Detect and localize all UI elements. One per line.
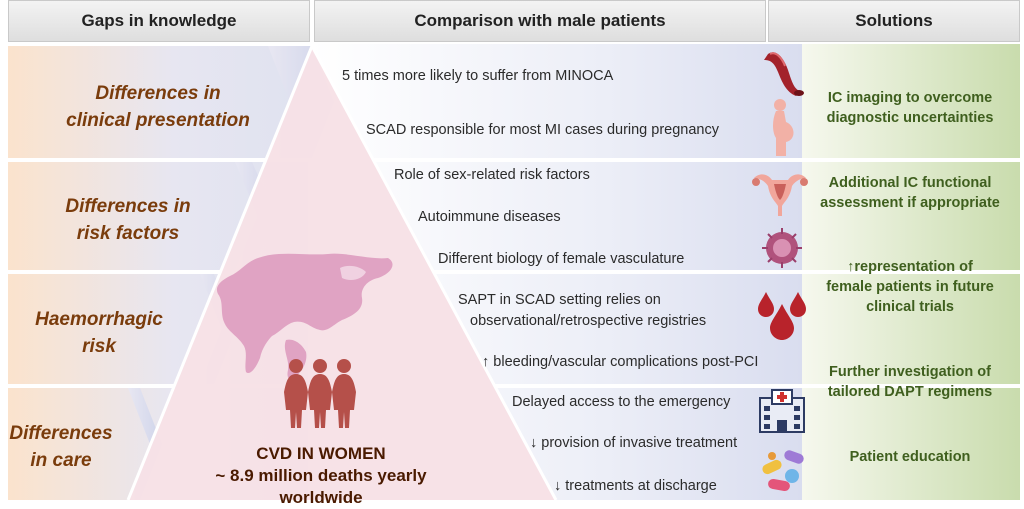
comparison-autoimmune: Autoimmune diseases xyxy=(418,209,561,225)
comparison-scad-pregnancy: SCAD responsible for most MI cases durin… xyxy=(366,122,719,138)
comparison-bleeding: ↑ bleeding/vascular complications post-P… xyxy=(482,354,759,370)
gap-2-line2: risk factors xyxy=(76,223,180,244)
gap-4-line2: in care xyxy=(30,450,92,471)
pregnant-woman-icon xyxy=(773,99,794,156)
women-group-icon xyxy=(284,359,356,428)
gap-label-haemorrhagic: Haemorrhagic risk xyxy=(14,306,184,360)
cvd-in-women-title: CVD IN WOMEN ~ 8.9 million deaths yearly… xyxy=(186,443,456,509)
header-gaps: Gaps in knowledge xyxy=(8,0,310,42)
solution-3-line2: female patients in future xyxy=(826,279,994,295)
solution-4-line1: Further investigation of xyxy=(829,364,991,380)
gap-3-line1: Haemorrhagic xyxy=(35,309,163,330)
blood-drops-icon xyxy=(758,292,806,340)
gap-1-line1: Differences in xyxy=(95,83,221,104)
gap-3-line2: risk xyxy=(82,336,116,357)
solution-5-line1: Patient education xyxy=(849,449,971,465)
solution-3-line1: ↑representation of xyxy=(847,259,973,275)
cell-icon xyxy=(762,228,802,268)
header-comparison: Comparison with male patients xyxy=(314,0,766,42)
solution-4-line2: tailored DAPT regimens xyxy=(827,384,993,400)
gap-label-care: Differences in care xyxy=(6,420,116,474)
solution-2-line1: Additional IC functional xyxy=(828,175,992,191)
solution-dapt: Further investigation of tailored DAPT r… xyxy=(808,362,1012,402)
comparison-invasive-treatment: ↓ provision of invasive treatment xyxy=(530,435,738,451)
hospital-icon xyxy=(759,389,805,433)
gap-1-line2: clinical presentation xyxy=(66,110,250,131)
solution-1-line2: diagnostic uncertainties xyxy=(826,110,994,126)
comparison-discharge: ↓ treatments at discharge xyxy=(554,478,717,494)
solution-patient-education: Patient education xyxy=(808,447,1012,467)
comparison-sapt-line1: SAPT in SCAD setting relies on xyxy=(458,292,661,308)
solution-2-line2: assessment if appropriate xyxy=(820,195,1000,211)
comparison-sex-risk-factors: Role of sex-related risk factors xyxy=(394,167,590,183)
comparison-sapt-line2: observational/retrospective registries xyxy=(470,313,707,329)
header-solutions: Solutions xyxy=(768,0,1020,42)
solution-1-line1: IC imaging to overcome xyxy=(827,90,993,106)
gap-2-line1: Differences in xyxy=(65,196,191,217)
gap-4-line1: Differences xyxy=(9,423,113,444)
comparison-minoca: 5 times more likely to suffer from MINOC… xyxy=(342,68,614,84)
gap-label-risk-factors: Differences in risk factors xyxy=(30,193,226,247)
solution-ic-imaging: IC imaging to overcome diagnostic uncert… xyxy=(808,88,1012,128)
solution-3-line3: clinical trials xyxy=(866,299,954,315)
center-line1: CVD IN WOMEN xyxy=(256,444,386,463)
gap-label-clinical: Differences in clinical presentation xyxy=(40,80,276,134)
center-line2: ~ 8.9 million deaths yearly worldwide xyxy=(215,466,427,507)
comparison-emergency-access: Delayed access to the emergency xyxy=(512,394,731,410)
gap-band-1 xyxy=(8,46,308,158)
uterus-icon xyxy=(752,174,808,216)
comparison-vasculature: Different biology of female vasculature xyxy=(438,251,685,267)
solution-representation: ↑representation of female patients in fu… xyxy=(808,257,1012,317)
solution-ic-functional: Additional IC functional assessment if a… xyxy=(808,173,1012,213)
pills-icon xyxy=(762,450,804,492)
artery-icon xyxy=(764,52,804,96)
